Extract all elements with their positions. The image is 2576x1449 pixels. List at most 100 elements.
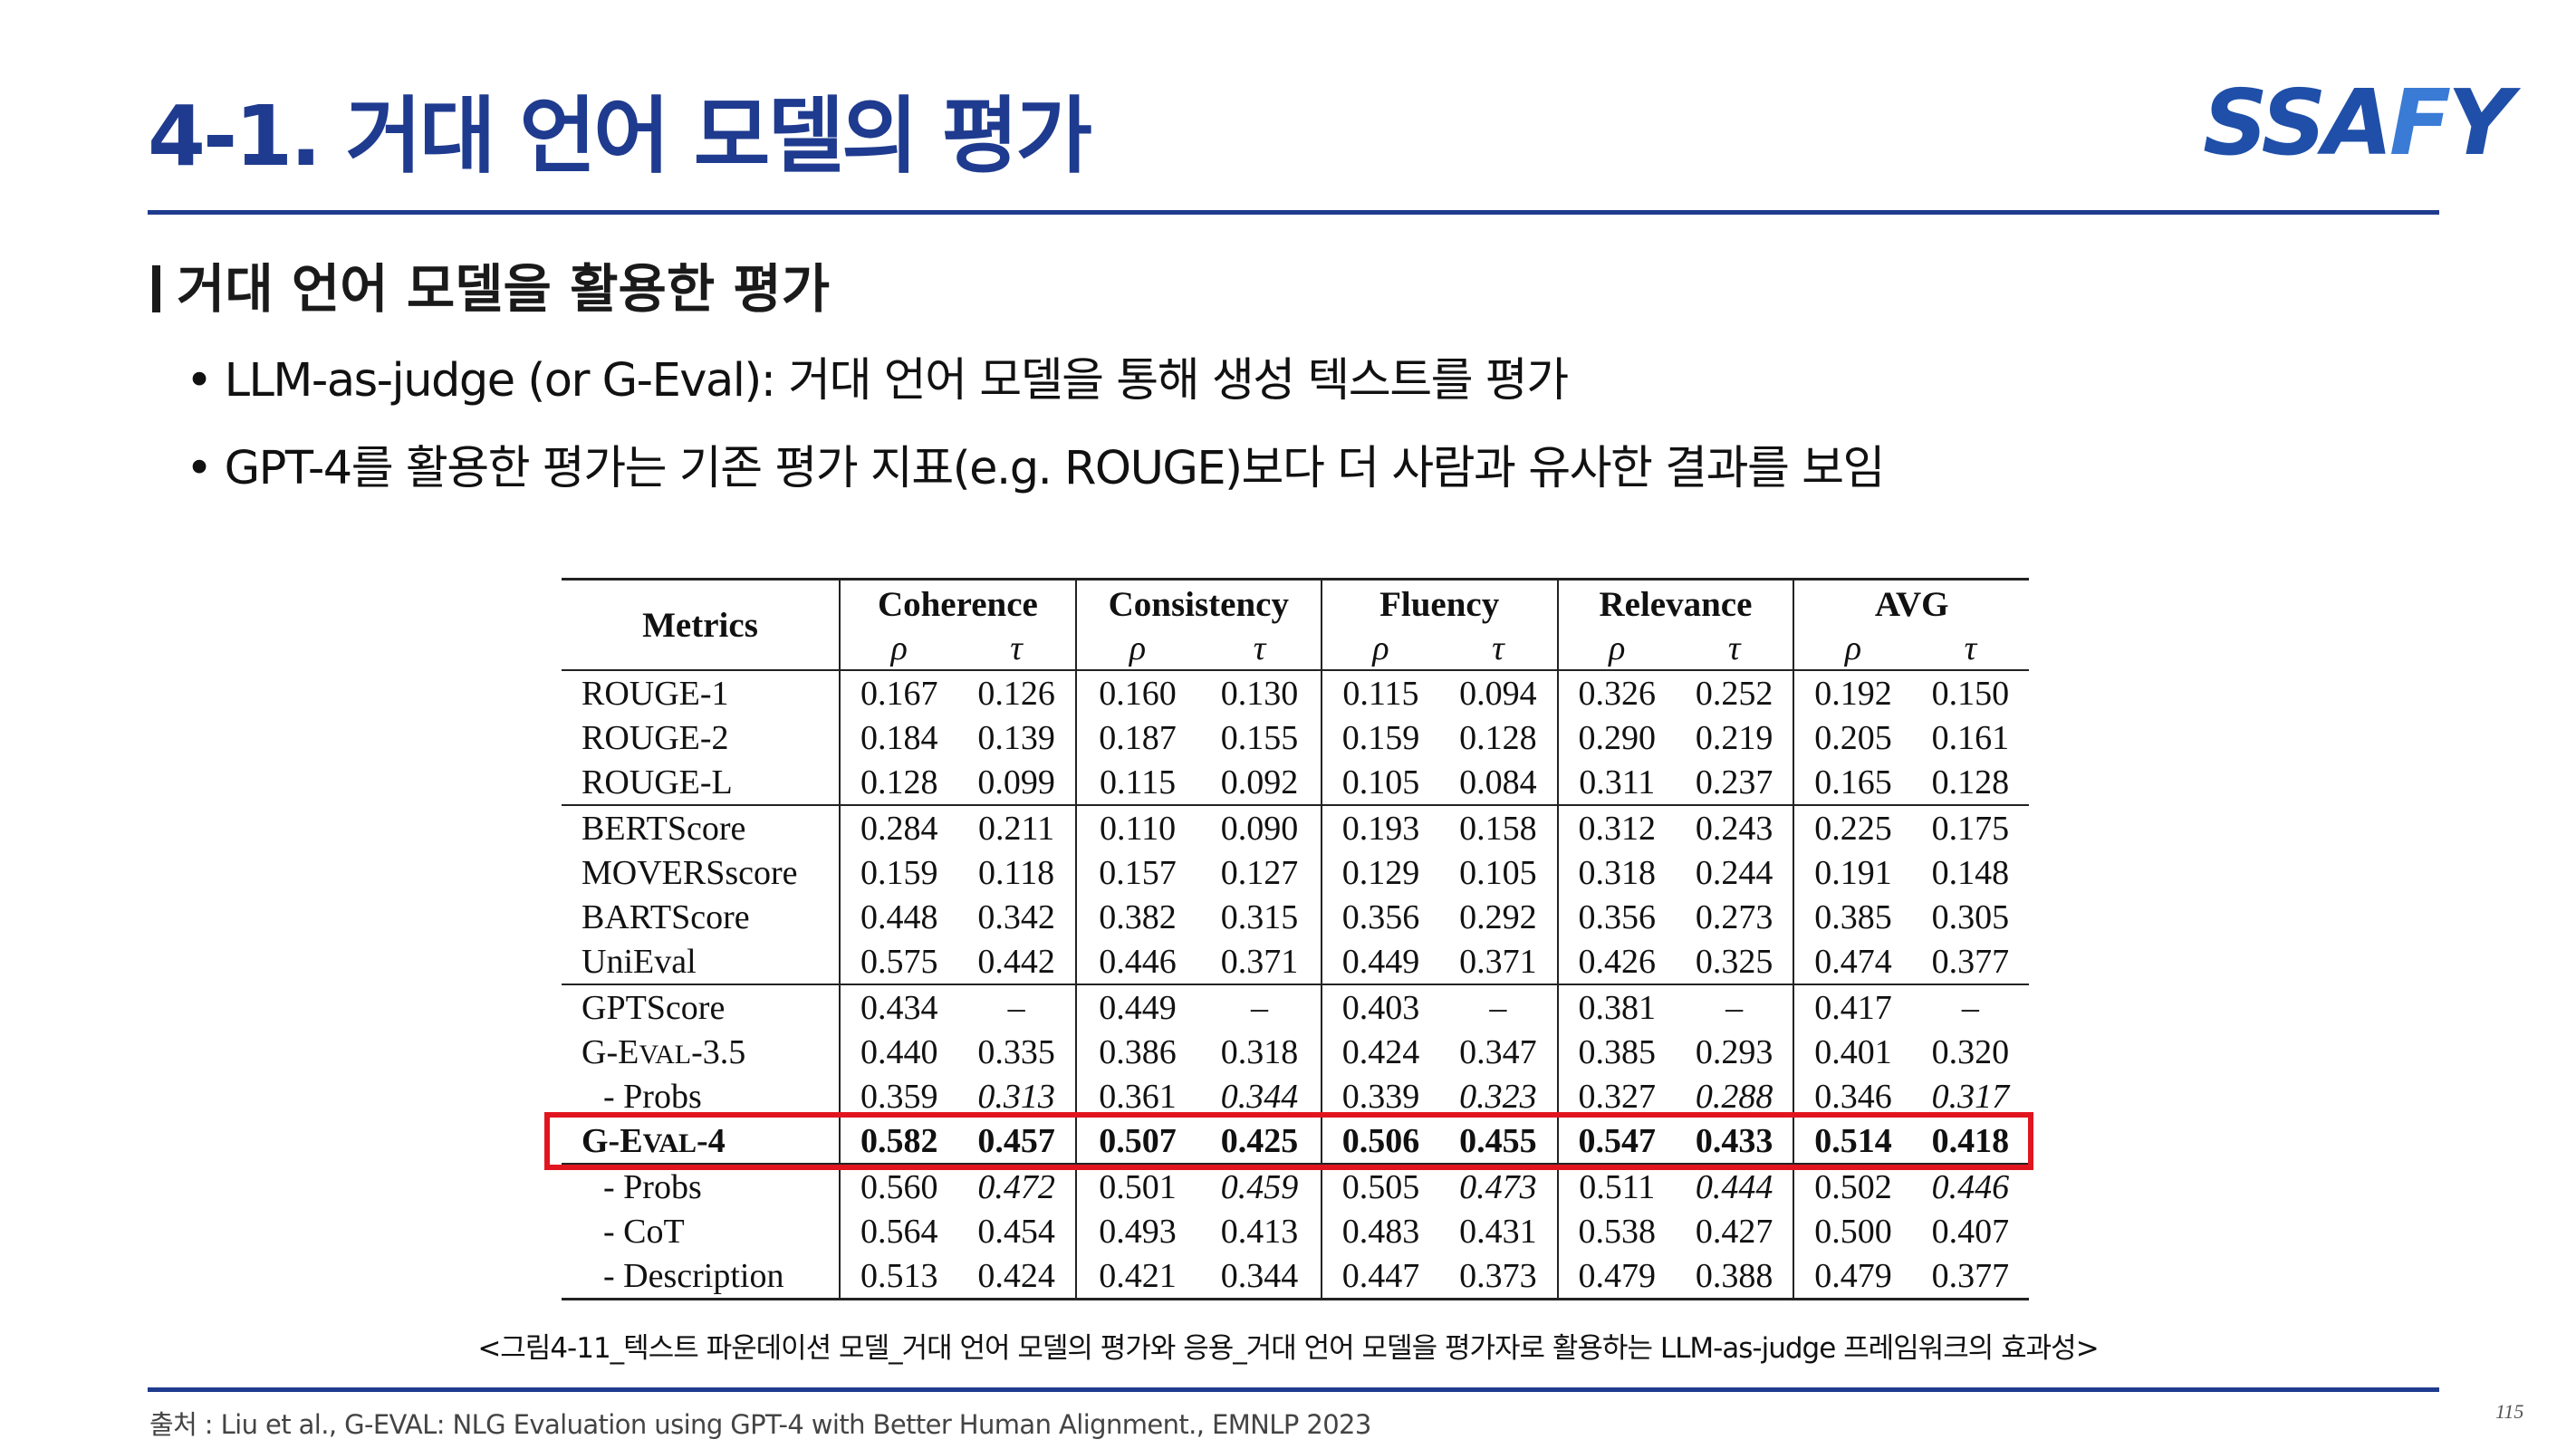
metric-name: BERTScore (582, 809, 746, 848)
rho-value: 0.327 (1556, 1074, 1676, 1118)
tau-value: – (1489, 988, 1507, 1027)
tau-value: 0.424 (957, 1253, 1076, 1300)
rho-value: 0.483 (1320, 1209, 1440, 1253)
rho-value: 0.564 (838, 1209, 958, 1253)
rho-value: 0.187 (1074, 715, 1199, 760)
tau-value: 0.455 (1439, 1118, 1558, 1165)
tau-value: 0.459 (1220, 1167, 1299, 1206)
rho-value: 0.582 (838, 1118, 958, 1165)
rho-value: 0.505 (1320, 1164, 1440, 1209)
table-row: G-EVAL-3.5 0.440 0.335 0.386 0.318 0.424 0.347… (562, 1030, 2029, 1074)
metric-name-part: G-E (582, 1032, 639, 1071)
rho-value: 0.440 (838, 1030, 958, 1074)
rho-value: 0.385 (1793, 895, 1912, 939)
table-row: ROUGE-L 0.128 0.099 0.115 0.092 0.105 0.084 0.3… (562, 760, 2029, 806)
table-row: - Probs 0.359 0.313 0.361 0.344 0.339 0.323 0.3… (562, 1074, 2029, 1118)
rho-value: 0.421 (1074, 1253, 1199, 1300)
table-row: BARTScore 0.448 0.342 0.382 0.315 0.356 0.292 0… (562, 895, 2029, 939)
bullet-item: • GPT-4를 활용한 평가는 기존 평가 지표(e.g. ROUGE)보다 더… (186, 442, 1885, 495)
tau-value: 0.388 (1675, 1253, 1794, 1300)
metric-name-part: G-E (582, 1121, 643, 1160)
metric-name: ROUGE-2 (582, 718, 729, 757)
rho-value: 0.479 (1556, 1253, 1676, 1300)
tau-value: 0.139 (977, 718, 1055, 757)
footer-divider (148, 1387, 2439, 1392)
tau-value: – (1251, 988, 1269, 1027)
tau-value: – (1961, 988, 1979, 1027)
rho-header: ρ (1074, 628, 1199, 671)
rho-value: 0.401 (1793, 1030, 1912, 1074)
table-row: - Description 0.513 0.424 0.421 0.344 0.447 0.… (562, 1253, 2029, 1300)
rho-value: 0.506 (1320, 1118, 1440, 1165)
rho-value: 0.513 (838, 1253, 958, 1300)
table-row: - CoT 0.564 0.454 0.493 0.413 0.483 0.431 0.538… (562, 1209, 2029, 1253)
tau-value: 0.407 (1931, 1212, 2010, 1251)
tau-value: 0.094 (1459, 674, 1537, 713)
figure-caption: <그림4-11_텍스트 파운데이션 모델_거대 언어 모델의 평가와 응용_거대… (477, 1332, 2099, 1365)
group-header: Relevance (1556, 578, 1794, 628)
tau-value: 0.347 (1459, 1032, 1537, 1071)
tau-value: 0.371 (1198, 939, 1322, 985)
rho-value: 0.417 (1793, 984, 1912, 1030)
tau-value: 0.377 (1911, 939, 2029, 985)
metric-name-part: VAL (642, 1128, 697, 1158)
rho-value: 0.511 (1556, 1164, 1676, 1209)
tau-value: 0.211 (978, 809, 1055, 848)
tau-value: 0.335 (977, 1032, 1055, 1071)
bullet-text: GPT-4를 활용한 평가는 기존 평가 지표(e.g. ROUGE)보다 더 … (224, 442, 1886, 495)
rho-value: 0.385 (1556, 1030, 1676, 1074)
tau-header: τ (957, 628, 1076, 671)
rho-value: 0.403 (1320, 984, 1440, 1030)
tau-value: 0.175 (1931, 809, 2010, 848)
rho-value: 0.560 (838, 1164, 958, 1209)
rho-value: 0.165 (1793, 760, 1912, 806)
rho-value: 0.115 (1074, 760, 1199, 806)
tau-value: 0.126 (977, 674, 1055, 713)
rho-value: 0.501 (1074, 1164, 1199, 1209)
page-title: 4-1. 거대 언어 모델의 평가 (148, 88, 1092, 185)
tau-value: 0.243 (1695, 809, 1773, 848)
tau-value: 0.292 (1459, 897, 1537, 936)
rho-value: 0.538 (1556, 1209, 1676, 1253)
metrics-header: Metrics (562, 578, 840, 671)
tau-value: 0.320 (1931, 1032, 2010, 1071)
metric-name: - Probs (603, 1167, 702, 1206)
tau-value: 0.433 (1675, 1118, 1794, 1165)
group-header: Consistency (1074, 578, 1322, 628)
table-row: G-EVAL-4 0.582 0.457 0.507 0.425 0.506 0.455 0.… (562, 1118, 2029, 1165)
rho-value: 0.167 (838, 670, 958, 715)
tau-value: 0.313 (977, 1077, 1055, 1116)
rho-value: 0.479 (1793, 1253, 1912, 1300)
rho-value: 0.507 (1074, 1118, 1199, 1165)
tau-value: 0.252 (1695, 674, 1773, 713)
metric-name: BARTScore (582, 897, 750, 936)
tau-value: 0.472 (977, 1167, 1055, 1206)
page-number: 115 (2495, 1400, 2524, 1423)
tau-value: 0.413 (1220, 1212, 1299, 1251)
tau-value: 0.161 (1931, 718, 2010, 757)
rho-value: 0.191 (1793, 850, 1912, 895)
metric-name: UniEval (562, 939, 840, 985)
rho-value: 0.424 (1320, 1030, 1440, 1074)
rho-header: ρ (838, 628, 958, 671)
metrics-table: Metrics Coherence Consistency Fluency Re… (562, 578, 2029, 1300)
tau-value: 0.118 (978, 853, 1055, 892)
rho-value: 0.356 (1320, 895, 1440, 939)
table-row: UniEval 0.575 0.442 0.446 0.371 0.449 0.371 0.4… (562, 939, 2029, 985)
bullet-text: LLM-as-judge (or G-Eval): 거대 언어 모델을 통해 생… (224, 354, 1570, 408)
metric-name: - CoT (603, 1212, 685, 1251)
bullet-item: • LLM-as-judge (or G-Eval): 거대 언어 모델을 통해 … (186, 354, 1569, 408)
rho-value: 0.446 (1074, 939, 1199, 985)
rho-value: 0.159 (838, 850, 958, 895)
tau-value: – (1007, 988, 1025, 1027)
metric-name: MOVERSscore (582, 853, 798, 892)
rho-value: 0.448 (838, 895, 958, 939)
rho-value: 0.192 (1793, 670, 1912, 715)
metric-name-part: -4 (697, 1121, 726, 1160)
metric-name-part: VAL (639, 1039, 692, 1070)
tau-value: 0.273 (1695, 897, 1773, 936)
rho-value: 0.449 (1320, 939, 1440, 985)
table-row: BERTScore 0.284 0.211 0.110 0.090 0.193 0.158 0… (562, 805, 2029, 850)
tau-header: τ (1439, 628, 1558, 671)
tau-value: 0.128 (1911, 760, 2029, 806)
